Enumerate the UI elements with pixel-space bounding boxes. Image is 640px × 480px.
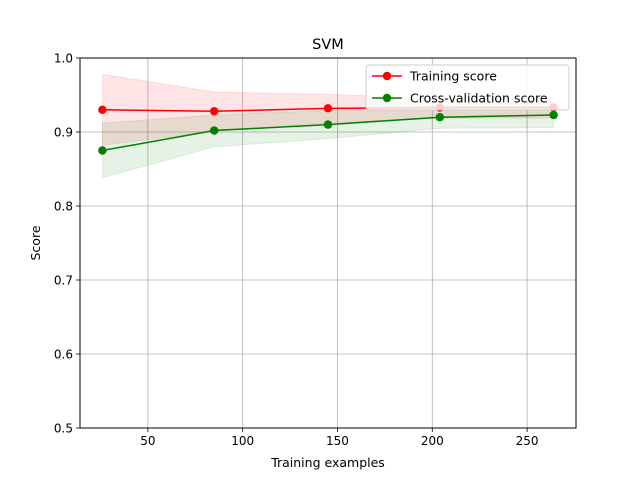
y-tick-label: 0.8 xyxy=(54,200,73,214)
y-tick-label: 0.5 xyxy=(54,422,73,436)
training-score-legend-marker xyxy=(382,71,392,81)
cross-validation-score-point xyxy=(549,110,558,120)
x-tick-label: 50 xyxy=(140,434,155,448)
training-score-legend-label: Training score xyxy=(409,69,497,84)
training-score-point xyxy=(323,104,333,113)
legend: Training score Cross-validation score xyxy=(365,64,570,111)
axis-ticks: 50 100 150 200 250 0.5 0.6 0.7 0.8 0.9 1.0 xyxy=(54,52,539,449)
x-tick-label: 200 xyxy=(421,434,444,448)
training-score-point xyxy=(210,107,219,116)
cross-validation-score-point xyxy=(210,126,219,135)
y-tick-label: 0.6 xyxy=(54,348,73,362)
y-axis-label: Score xyxy=(28,225,43,260)
cross-validation-score-point xyxy=(435,113,445,122)
cross-validation-score-legend-marker xyxy=(382,93,392,103)
y-tick-label: 0.9 xyxy=(54,126,73,140)
y-tick-label: 1.0 xyxy=(54,52,73,66)
cross-validation-score-point xyxy=(98,146,107,155)
cross-validation-score-point xyxy=(323,120,333,129)
y-tick-label: 0.7 xyxy=(54,274,73,288)
training-score-point xyxy=(98,105,107,115)
legend-box xyxy=(365,64,570,111)
x-tick-label: 150 xyxy=(326,434,349,448)
chart-title: SVM xyxy=(312,37,344,53)
x-axis-label: Training examples xyxy=(270,455,385,470)
plot-frame xyxy=(79,57,577,429)
cross-validation-score-legend-label: Cross-validation score xyxy=(410,91,548,106)
x-tick-label: 250 xyxy=(516,434,539,448)
x-tick-label: 100 xyxy=(231,434,254,448)
